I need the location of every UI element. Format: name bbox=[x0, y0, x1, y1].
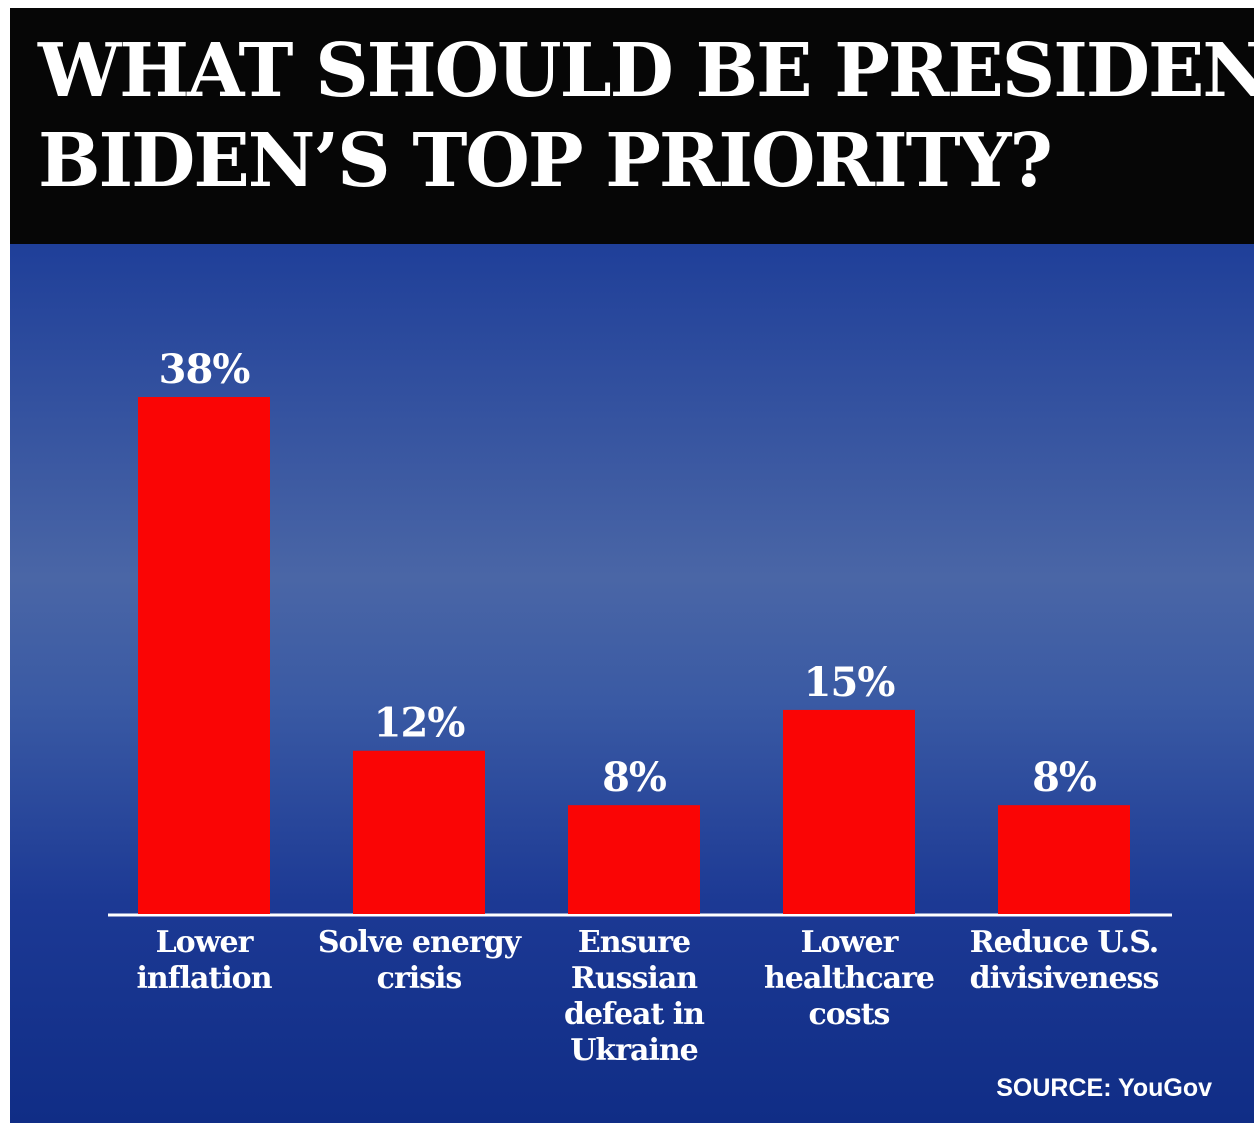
bar-5 bbox=[998, 805, 1130, 914]
category-label-line: Lower bbox=[156, 925, 255, 960]
bar-3 bbox=[568, 805, 700, 914]
value-label-1: 38% bbox=[159, 346, 251, 393]
value-label-3: 8% bbox=[602, 754, 667, 801]
bar-1 bbox=[138, 397, 270, 914]
category-label-line: Lower bbox=[801, 925, 900, 960]
category-label-line: healthcare bbox=[764, 961, 934, 996]
category-label-line: Ensure bbox=[578, 925, 690, 960]
category-label-line: Russian bbox=[571, 961, 698, 996]
category-label-line: Ukraine bbox=[570, 1033, 698, 1068]
source-credit: SOURCE: YouGov bbox=[996, 1074, 1212, 1102]
value-label-2: 12% bbox=[374, 700, 466, 747]
category-label-3: Ensure Russian defeat in Ukraine bbox=[564, 925, 705, 1068]
chart-title: WHAT SHOULD BE PRESIDENT BIDEN’S TOP PRI… bbox=[38, 26, 1254, 206]
category-label-line: divisiveness bbox=[970, 961, 1159, 996]
category-label-1: Lower inflation bbox=[136, 925, 272, 996]
chart-title-line-1: WHAT SHOULD BE PRESIDENT bbox=[38, 28, 1254, 114]
category-label-line: Reduce U.S. bbox=[970, 925, 1159, 960]
category-label-line: crisis bbox=[377, 961, 462, 996]
bar-2 bbox=[353, 750, 485, 914]
category-label-line: defeat in bbox=[564, 997, 705, 1032]
category-label-2: Solve energy crisis bbox=[318, 925, 523, 996]
value-label-5: 8% bbox=[1032, 754, 1097, 801]
category-label-line: costs bbox=[809, 997, 890, 1032]
value-label-4: 15% bbox=[804, 659, 896, 706]
category-label-line: Solve energy bbox=[318, 925, 523, 960]
category-label-5: Reduce U.S. divisiveness bbox=[970, 925, 1159, 996]
category-label-line: inflation bbox=[136, 961, 272, 996]
category-label-4: Lower healthcare costs bbox=[764, 925, 934, 1032]
chart-title-line-2: BIDEN’S TOP PRIORITY? bbox=[38, 118, 1053, 204]
bar-4 bbox=[783, 709, 915, 914]
infographic: WHAT SHOULD BE PRESIDENT BIDEN’S TOP PRI… bbox=[10, 8, 1254, 1123]
header-banner: WHAT SHOULD BE PRESIDENT BIDEN’S TOP PRI… bbox=[10, 8, 1254, 244]
